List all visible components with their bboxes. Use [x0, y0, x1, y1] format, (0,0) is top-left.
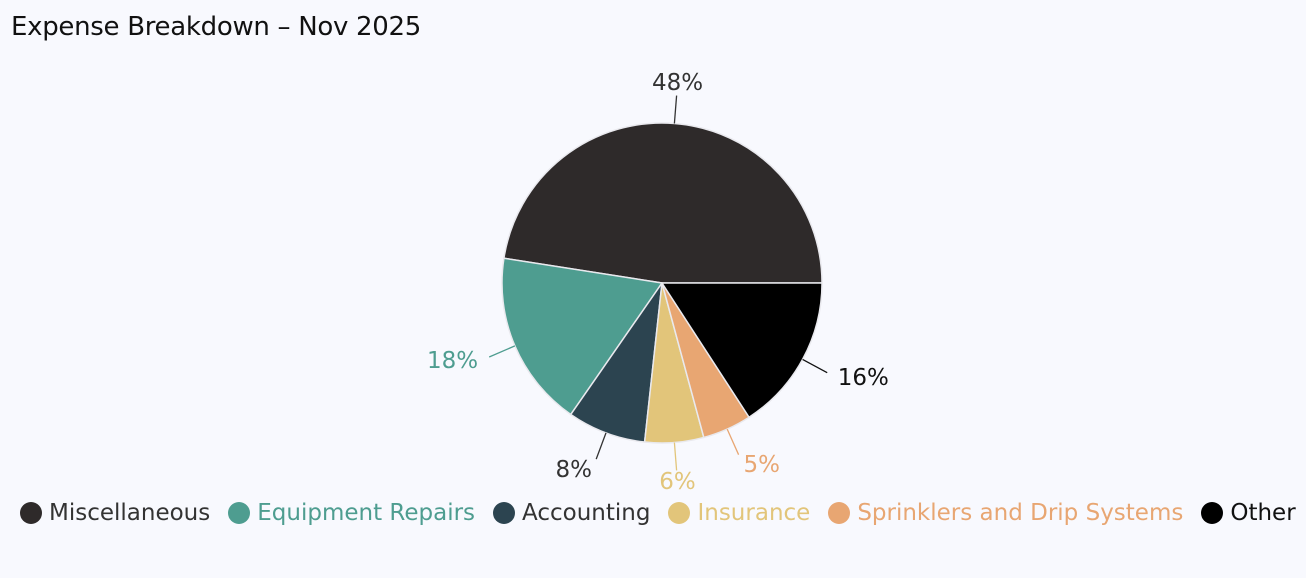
legend-swatch — [668, 502, 691, 524]
data-label: 16% — [838, 365, 889, 391]
legend-label: Miscellaneous — [49, 500, 211, 526]
legend-swatch — [493, 502, 516, 524]
pie-slice-miscellaneous — [503, 122, 823, 284]
legend-label: Accounting — [522, 500, 651, 526]
legend-item: Other — [1201, 500, 1296, 526]
leader-line — [726, 428, 740, 455]
legend-label: Insurance — [697, 500, 811, 526]
leader-line — [673, 442, 678, 471]
legend-item: Insurance — [668, 500, 810, 526]
legend-swatch — [828, 502, 851, 524]
data-label: 18% — [427, 348, 478, 374]
pie-slice-equipment-repairs — [501, 257, 664, 416]
data-label: 48% — [652, 70, 703, 96]
data-label: 5% — [744, 452, 781, 478]
legend-item: Sprinklers and Drip Systems — [828, 500, 1183, 526]
leader-line — [802, 358, 828, 374]
leader-line — [488, 345, 516, 358]
legend-label: Equipment Repairs — [257, 500, 476, 526]
legend-item: Equipment Repairs — [228, 500, 475, 526]
chart-title: Expense Breakdown – Nov 2025 — [11, 12, 421, 42]
leader-line — [673, 95, 678, 124]
pie-slice-other — [660, 282, 823, 419]
legend-item: Miscellaneous — [20, 500, 210, 526]
legend-label: Other — [1230, 500, 1296, 526]
legend-label: Sprinklers and Drip Systems — [857, 500, 1184, 526]
legend-swatch — [20, 502, 42, 524]
data-label: 8% — [556, 457, 593, 483]
legend-item: Accounting — [493, 500, 650, 526]
chart-legend: Miscellaneous Equipment Repairs Accounting… — [20, 500, 1296, 526]
legend-swatch — [228, 502, 251, 524]
data-label: 6% — [659, 469, 696, 495]
legend-swatch — [1201, 502, 1224, 524]
leader-line — [595, 432, 607, 460]
